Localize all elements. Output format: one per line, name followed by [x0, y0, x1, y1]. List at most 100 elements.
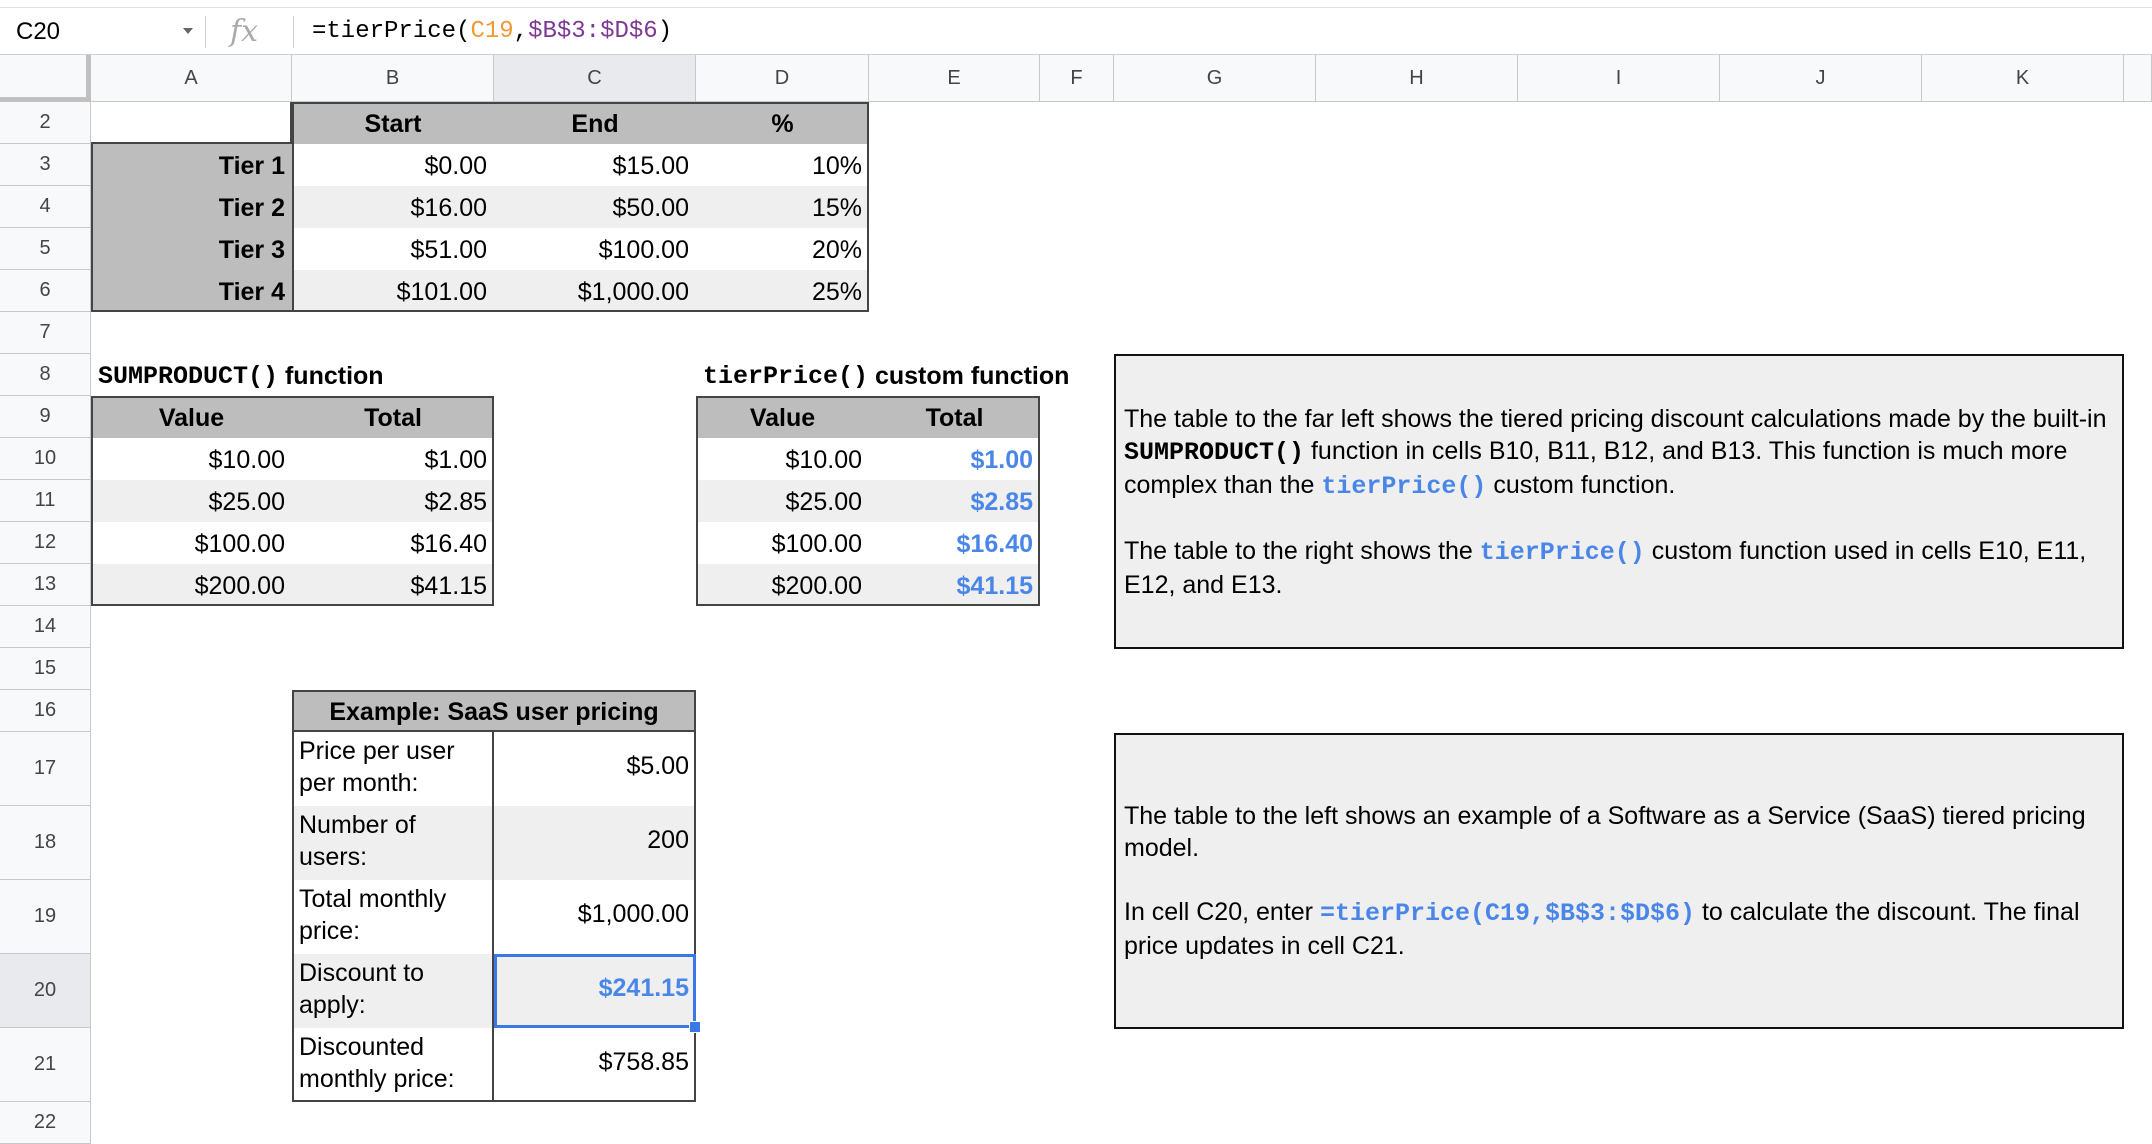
column-header-c[interactable]: C: [494, 55, 696, 102]
row-header-18[interactable]: 18: [0, 806, 91, 880]
note-text-segment: custom function used in cells E10, E11, …: [1124, 536, 2087, 599]
row-header-7[interactable]: 7: [0, 312, 91, 354]
row-header-17[interactable]: 17: [0, 732, 91, 806]
row-header-15[interactable]: 15: [0, 648, 91, 690]
formula-token: ,: [513, 18, 529, 45]
saas-value-cell[interactable]: $5.00: [626, 752, 689, 780]
column-header-k[interactable]: K: [1922, 55, 2124, 102]
fill-handle[interactable]: [689, 1021, 701, 1033]
tier-value-cell[interactable]: $50.00: [494, 186, 696, 228]
row-header-9[interactable]: 9: [0, 396, 91, 438]
row-header-14[interactable]: 14: [0, 606, 91, 648]
saas-label-cell[interactable]: Price per user per month:: [292, 732, 494, 806]
column-header-d[interactable]: D: [696, 55, 869, 102]
sumproduct-table-header[interactable]: Value: [91, 396, 292, 438]
saas-value-cell[interactable]: $241.15: [494, 954, 696, 1028]
tierprice-table-header[interactable]: Total: [869, 396, 1040, 438]
row-header-22[interactable]: 22: [0, 1102, 91, 1144]
tier-label-cell[interactable]: Tier 2: [91, 186, 292, 228]
column-header-f[interactable]: F: [1040, 55, 1114, 102]
column-header-j[interactable]: J: [1720, 55, 1922, 102]
tier-value-cell[interactable]: $51.00: [410, 236, 487, 264]
tier-table-header[interactable]: Start: [292, 102, 494, 144]
tier-table-corner-cell[interactable]: [91, 102, 292, 144]
code-snippet: SUMPRODUCT(): [1124, 437, 1305, 467]
tierprice-table-cell[interactable]: $41.15: [869, 564, 1040, 606]
sumproduct-table-header[interactable]: Total: [292, 396, 494, 438]
divider: [293, 16, 294, 48]
saas-value-cell[interactable]: $758.85: [598, 1048, 689, 1076]
sumproduct-table-cell[interactable]: $10.00: [208, 446, 285, 474]
tier-value-cell[interactable]: 10%: [811, 152, 862, 180]
column-header-e[interactable]: E: [869, 55, 1040, 102]
sumproduct-table-cell[interactable]: $1.00: [424, 446, 487, 474]
sumproduct-table-cell[interactable]: $200.00: [91, 564, 292, 606]
tier-value-cell[interactable]: $1,000.00: [494, 270, 696, 312]
tierprice-table-cell[interactable]: $1.00: [970, 446, 1033, 474]
tier-value-cell[interactable]: $0.00: [424, 152, 487, 180]
row-header-12[interactable]: 12: [0, 522, 91, 564]
tier-value-cell[interactable]: $16.00: [292, 186, 494, 228]
saas-label-cell[interactable]: Number of users:: [292, 806, 494, 880]
tier-value-cell[interactable]: 20%: [811, 236, 862, 264]
row-header-5[interactable]: 5: [0, 228, 91, 270]
row-header-2[interactable]: 2: [0, 102, 91, 144]
row-header-19[interactable]: 19: [0, 880, 91, 954]
sumproduct-table-cell[interactable]: $41.15: [292, 564, 494, 606]
formula-input[interactable]: =tierPrice(C19, $B$3:$D$6): [312, 8, 672, 55]
column-header-b[interactable]: B: [292, 55, 494, 102]
column-header-h[interactable]: H: [1316, 55, 1518, 102]
select-all-corner[interactable]: [0, 55, 91, 102]
column-header-i[interactable]: I: [1518, 55, 1720, 102]
tier-table-header[interactable]: End: [494, 102, 696, 144]
tier-value-cell[interactable]: 15%: [696, 186, 869, 228]
tierprice-table-cell[interactable]: $200.00: [696, 564, 869, 606]
tierprice-table-cell[interactable]: $16.40: [956, 530, 1033, 558]
saas-table-title[interactable]: Example: SaaS user pricing: [292, 690, 696, 732]
tier-table-header[interactable]: %: [696, 102, 869, 144]
tier-value-cell[interactable]: 25%: [696, 270, 869, 312]
tierprice-table-cell[interactable]: $2.85: [869, 480, 1040, 522]
column-header-a[interactable]: A: [91, 55, 292, 102]
sumproduct-table-title: SUMPRODUCT() function: [91, 354, 384, 396]
tier-value-cell[interactable]: $100.00: [598, 236, 689, 264]
row-header-8[interactable]: 8: [0, 354, 91, 396]
saas-value-cell[interactable]: 200: [494, 806, 696, 880]
saas-label-cell[interactable]: Total monthly price:: [292, 880, 494, 954]
tier-label-cell[interactable]: Tier 3: [91, 228, 292, 270]
tierprice-table-cell[interactable]: $25.00: [696, 480, 869, 522]
note-textbox[interactable]: The table to the left shows an example o…: [1114, 733, 2124, 1029]
sumproduct-table-cell[interactable]: $100.00: [194, 530, 285, 558]
tier-label-cell[interactable]: Tier 4: [91, 270, 292, 312]
row-header-13[interactable]: 13: [0, 564, 91, 606]
note-textbox[interactable]: The table to the far left shows the tier…: [1114, 354, 2124, 649]
tier-label-cell[interactable]: Tier 1: [91, 144, 292, 186]
sumproduct-table-cell[interactable]: $2.85: [292, 480, 494, 522]
row-header-3[interactable]: 3: [0, 144, 91, 186]
dropdown-arrow-icon[interactable]: [183, 28, 193, 34]
tier-value-cell[interactable]: $15.00: [612, 152, 689, 180]
note-paragraph: The table to the far left shows the tier…: [1124, 403, 2114, 503]
cell-reference: C20: [16, 17, 61, 45]
row-header-10[interactable]: 10: [0, 438, 91, 480]
sumproduct-table-cell[interactable]: $16.40: [410, 530, 487, 558]
tierprice-table-cell[interactable]: $100.00: [771, 530, 862, 558]
note-text-segment: function in cells B10, B11, B12, and B13…: [1124, 436, 2068, 499]
row-header-16[interactable]: 16: [0, 690, 91, 732]
row-header-11[interactable]: 11: [0, 480, 91, 522]
code-snippet: tierPrice(): [1321, 471, 1487, 501]
saas-value-cell[interactable]: $1,000.00: [577, 900, 689, 928]
tierprice-table-cell[interactable]: $10.00: [785, 446, 862, 474]
saas-label-cell[interactable]: Discount to apply:: [292, 954, 494, 1028]
saas-label-cell[interactable]: Discounted monthly price:: [292, 1028, 494, 1102]
tier-value-cell[interactable]: $101.00: [292, 270, 494, 312]
row-header-20[interactable]: 20: [0, 954, 91, 1028]
row-header-21[interactable]: 21: [0, 1028, 91, 1102]
row-header-6[interactable]: 6: [0, 270, 91, 312]
sumproduct-table-cell[interactable]: $25.00: [91, 480, 292, 522]
column-header-g[interactable]: G: [1114, 55, 1316, 102]
column-header: [2124, 55, 2152, 102]
name-box[interactable]: C20: [0, 8, 205, 55]
row-header-4[interactable]: 4: [0, 186, 91, 228]
tierprice-table-header[interactable]: Value: [696, 396, 869, 438]
